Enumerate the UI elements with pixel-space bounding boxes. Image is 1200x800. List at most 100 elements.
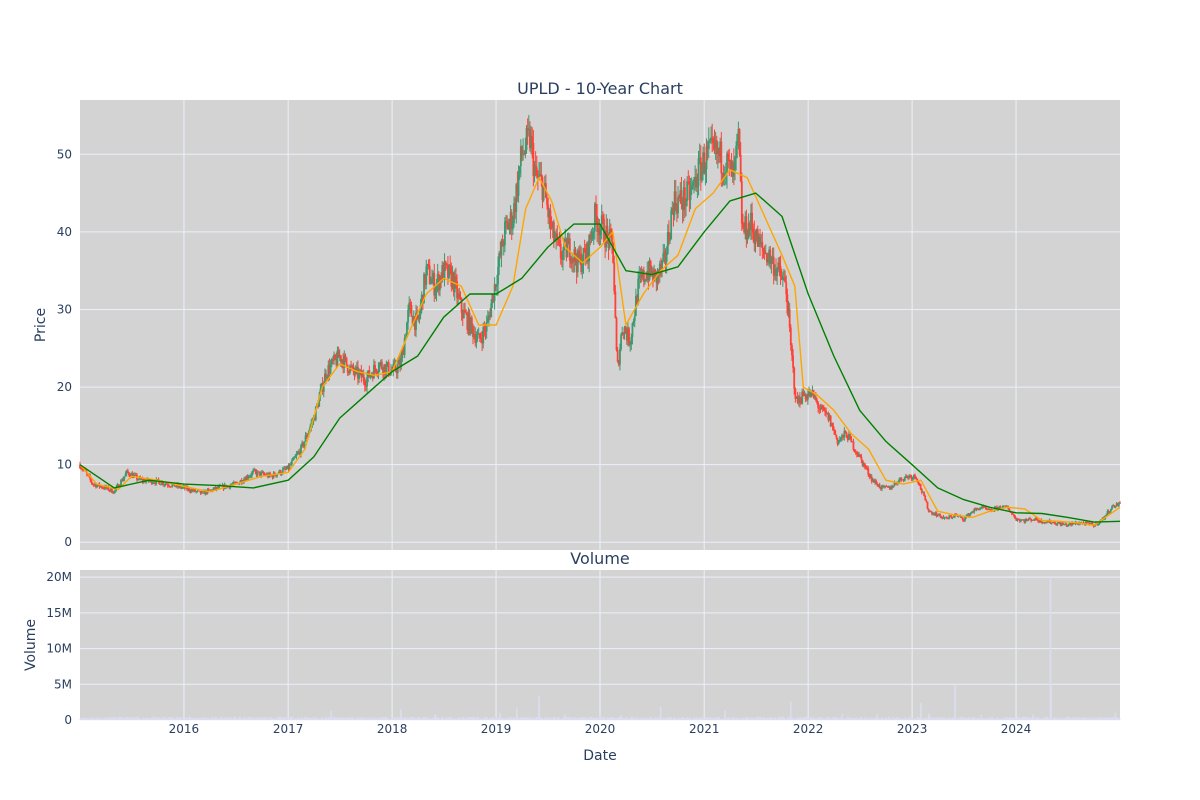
volume-bar [130, 716, 132, 720]
volume-bar [152, 718, 155, 720]
volume-bar [474, 717, 476, 720]
volume-bar [92, 717, 94, 720]
candle-body-down [559, 243, 562, 259]
volume-bar [116, 718, 119, 720]
candle-body-down [129, 475, 132, 477]
volume-bar [597, 718, 600, 720]
volume-bar [550, 717, 552, 720]
candle-body-up [415, 312, 417, 330]
volume-bar [966, 718, 968, 720]
volume-bar [339, 717, 341, 720]
volume-y-axis-label: Volume [23, 619, 39, 671]
volume-bar [861, 718, 864, 720]
candle-body-up [249, 475, 252, 477]
volume-bar [437, 718, 439, 720]
volume-bar [814, 718, 817, 720]
candle-body-up [247, 477, 250, 479]
candle-body-up [261, 472, 264, 473]
volume-bar [480, 718, 483, 720]
volume-bar [535, 717, 537, 720]
candle-body-up [294, 456, 297, 458]
candle-body-up [669, 239, 671, 241]
candle-body-up [349, 366, 351, 374]
volume-bar [1087, 718, 1089, 720]
volume-bar [907, 718, 909, 720]
candle-body-up [210, 489, 212, 491]
volume-bar [736, 717, 738, 720]
volume-bar [891, 718, 894, 720]
volume-spike-bar [920, 702, 922, 720]
volume-bar [803, 716, 806, 720]
candle-body-up [670, 210, 673, 240]
volume-bar [799, 718, 801, 720]
volume-bar [746, 717, 748, 720]
volume-bar [453, 718, 455, 720]
volume-bar [1019, 718, 1021, 720]
volume-bar [1008, 716, 1011, 720]
candle-body-down [624, 327, 627, 333]
volume-bar [1076, 717, 1078, 720]
volume-bar [1012, 717, 1014, 720]
volume-bar [217, 718, 220, 720]
candle-body-up [213, 487, 216, 489]
candle-body-up [682, 187, 685, 211]
volume-bar [545, 717, 548, 720]
volume-bar [325, 717, 327, 720]
candle-body-down [139, 477, 142, 480]
candle-body-up [519, 146, 522, 167]
candle-body-down [765, 253, 768, 263]
volume-bar [222, 718, 225, 720]
candle-body-up [716, 148, 719, 154]
candle-body-down [263, 474, 266, 476]
volume-bar [545, 717, 547, 720]
volume-bar [387, 718, 390, 720]
volume-bar [813, 717, 815, 720]
volume-bar [878, 717, 880, 720]
volume-bar [502, 718, 504, 720]
volume-bar [964, 718, 966, 720]
candle-body-down [162, 482, 165, 485]
candle-body-down [1087, 522, 1090, 524]
candle-body-up [322, 384, 325, 392]
volume-bar [640, 718, 642, 720]
volume-bar [993, 719, 995, 720]
volume-bar [1107, 717, 1109, 720]
candle-body-down [649, 261, 652, 275]
candle-body-up [697, 158, 700, 187]
candle-body-up [771, 256, 774, 260]
volume-bar [769, 717, 771, 720]
volume-bar [598, 718, 601, 720]
volume-bar [171, 716, 173, 720]
volume-bar [872, 718, 874, 720]
candle-body-down [547, 205, 550, 218]
volume-spike-bar [538, 696, 540, 720]
volume-bar [351, 717, 354, 720]
volume-bar [569, 716, 571, 720]
volume-bar [500, 717, 502, 720]
volume-bar [380, 718, 382, 720]
volume-bar [1052, 718, 1054, 720]
volume-bar [533, 718, 536, 720]
volume-bar [301, 717, 303, 720]
candle-body-down [1013, 514, 1015, 517]
candle-body-down [1058, 522, 1061, 524]
candle-body-down [91, 482, 94, 485]
volume-bar [908, 717, 911, 720]
candle-body-down [800, 402, 802, 404]
volume-bar [833, 717, 835, 720]
candle-body-down [483, 327, 486, 330]
candle-body-up [482, 327, 485, 344]
volume-bar [109, 717, 111, 720]
volume-bar [129, 717, 132, 720]
candle-body-down [933, 513, 936, 516]
volume-bar [831, 718, 833, 720]
volume-bar [985, 718, 988, 720]
volume-bar [1066, 718, 1068, 720]
candle-body-up [714, 140, 717, 149]
volume-bar [506, 717, 508, 720]
volume-bar [192, 717, 194, 720]
volume-bar [987, 717, 989, 720]
candle-body-up [806, 394, 809, 400]
candle-body-down [334, 354, 337, 359]
volume-bar [169, 717, 172, 720]
